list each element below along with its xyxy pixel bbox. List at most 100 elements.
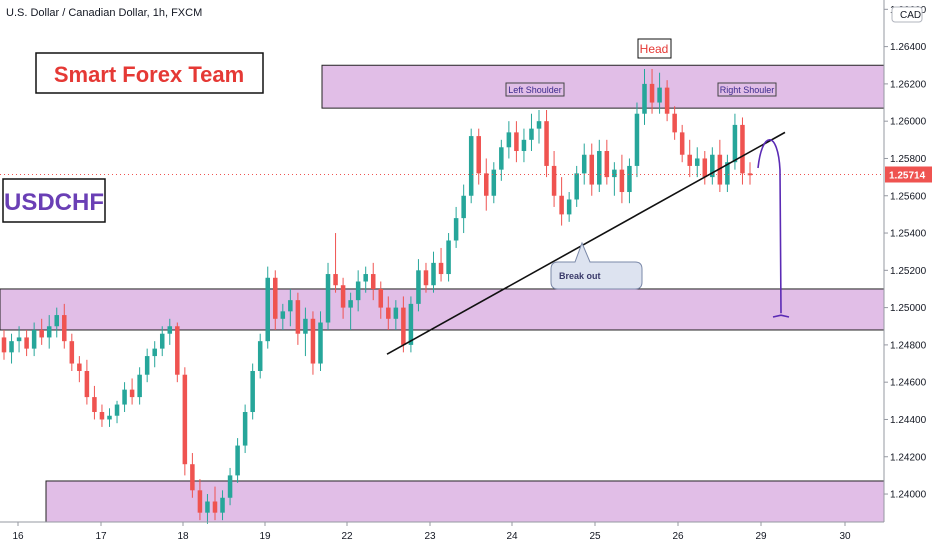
candle-body — [257, 341, 263, 371]
candle-body — [612, 169, 617, 178]
candle-body — [333, 274, 338, 286]
projection-arrowhead — [772, 314, 790, 318]
price-tick-label: 1.24400 — [890, 415, 927, 426]
candle-body — [386, 307, 391, 319]
candle — [295, 292, 301, 345]
candle — [16, 326, 22, 353]
head-label-box — [637, 38, 672, 59]
price-tick-label: 1.24000 — [890, 490, 927, 501]
currency-badge-box — [891, 6, 923, 23]
candle-body — [687, 154, 692, 166]
candle — [499, 139, 504, 181]
candle-body — [363, 274, 368, 282]
candle-body — [401, 307, 406, 345]
price-tick-label: 1.24600 — [890, 378, 927, 389]
candle — [484, 158, 489, 211]
left-shoulder-label: Left Shoulder — [505, 82, 565, 97]
candle — [92, 385, 97, 420]
left-shoulder-box — [505, 82, 565, 97]
candles-layer — [1, 68, 753, 524]
brand-text: Smart Forex Team — [54, 62, 244, 87]
brand-box: Smart Forex Team — [35, 52, 264, 94]
candle-body — [627, 165, 632, 193]
candle — [24, 329, 29, 357]
candle-body — [423, 270, 429, 286]
candle-body — [137, 374, 142, 398]
price-axis-background — [884, 0, 932, 550]
candle-body — [197, 490, 203, 513]
candle — [152, 341, 157, 368]
candle-body — [544, 121, 549, 166]
candle-body — [273, 277, 278, 319]
candle-body — [710, 154, 715, 178]
price-axis[interactable]: 1.266001.264001.262001.260001.258001.256… — [883, 0, 932, 550]
projection-arrow — [757, 138, 782, 314]
candle-body — [280, 311, 286, 319]
candle — [521, 128, 527, 163]
price-tag-box — [885, 166, 932, 183]
candle — [197, 479, 203, 521]
candle — [242, 404, 248, 454]
price-tick-label: 1.25000 — [890, 303, 927, 314]
candle — [581, 143, 587, 185]
time-axis[interactable]: 16 17 18 19 22 23 24 25 26 29 30 — [0, 521, 884, 542]
candle-body — [46, 326, 52, 338]
candle-body — [167, 326, 173, 334]
zone-box — [321, 64, 885, 109]
candle — [438, 247, 444, 282]
candle — [604, 139, 610, 185]
candle — [566, 192, 572, 222]
candle — [227, 467, 233, 506]
candle — [612, 162, 617, 196]
drawings-layer — [0, 131, 884, 355]
candle-body — [99, 412, 105, 420]
time-tick-label: 22 — [341, 531, 353, 542]
candle — [265, 266, 270, 349]
price-tick-label: 1.26200 — [890, 79, 927, 90]
candle-body — [393, 307, 399, 319]
candle — [257, 333, 263, 379]
left-shoulder-text: Left Shoulder — [508, 85, 562, 95]
candle — [393, 300, 399, 330]
candle-body — [559, 195, 564, 215]
candle-body — [9, 341, 14, 353]
candle-body — [694, 158, 700, 166]
currency-badge-text: CAD — [900, 10, 921, 21]
time-tick-label: 17 — [95, 531, 107, 542]
candle — [310, 311, 316, 375]
candle — [431, 251, 436, 293]
candle-body — [159, 333, 165, 349]
candle — [386, 296, 391, 330]
candle — [182, 367, 188, 476]
candle-body — [438, 262, 444, 275]
candle — [717, 139, 723, 193]
candle-body — [152, 348, 157, 357]
zones-layer — [0, 64, 885, 523]
candle-body — [484, 173, 489, 196]
candle-body — [461, 195, 466, 219]
candle — [107, 408, 112, 427]
candle-body — [664, 87, 670, 114]
candle-body — [408, 303, 414, 345]
candle — [235, 438, 240, 483]
candle-body — [182, 374, 188, 465]
candle-body — [242, 412, 248, 446]
right-shoulder-box — [717, 82, 777, 97]
candle-body — [717, 154, 723, 185]
candle-body — [672, 113, 677, 133]
candle — [99, 404, 105, 427]
candle — [536, 109, 542, 144]
candle-body — [205, 501, 210, 513]
candle — [280, 303, 286, 330]
candle — [212, 486, 218, 521]
candle-body — [581, 154, 587, 174]
candle — [634, 102, 640, 178]
candle-body — [77, 363, 82, 371]
candle-body — [265, 277, 270, 342]
head-label-text: Head — [640, 42, 669, 56]
price-tick-label: 1.25400 — [890, 229, 927, 240]
candle — [62, 303, 67, 349]
time-tick-label: 19 — [259, 531, 271, 542]
candle — [559, 177, 564, 226]
